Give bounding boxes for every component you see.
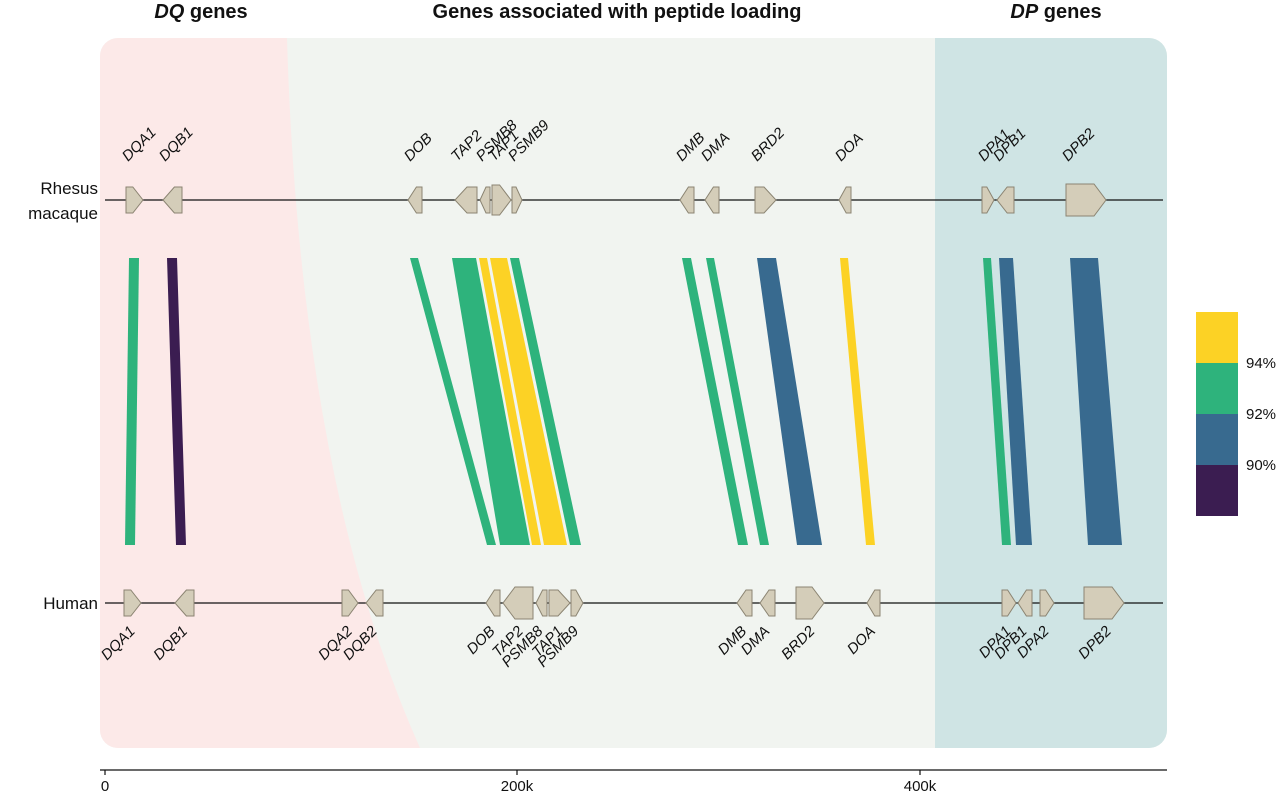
section-title-dq-rest: genes (184, 1, 248, 23)
track-label-rhesus-macaque: Rhesus macaque (2, 176, 98, 226)
ribbon-DQA1 (125, 258, 139, 545)
gene-arrow-human-DOB (485, 589, 501, 617)
legend-swatch-p88 (1196, 465, 1238, 516)
gene-arrow-human-PSMB9 (570, 589, 584, 617)
section-title-peptide-loading: Genes associated with peptide loading (433, 1, 802, 24)
gene-arrow-rhesus-PSMB9 (511, 186, 523, 214)
legend-swatch-p90 (1196, 414, 1238, 465)
ribbon-DOA (840, 258, 875, 545)
gene-arrow-human-DOA (866, 589, 881, 617)
ribbon-PSMB9 (510, 258, 581, 545)
legend-label-94: 94% (1246, 355, 1276, 372)
ribbon-PSMB8 (479, 258, 541, 545)
ribbon-DQB1 (167, 258, 186, 545)
section-title-dp-em: DP (1010, 1, 1039, 23)
ribbon-TAP1 (490, 258, 567, 545)
ribbon-DOB (410, 258, 496, 545)
gene-arrow-human-BRD2 (795, 586, 825, 620)
track-label-rhesus-line2: macaque (28, 204, 98, 223)
panel-dq-background (100, 38, 420, 748)
gene-arrow-human-DQB2 (365, 589, 384, 617)
gene-arrow-human-PSMB8 (535, 589, 548, 617)
section-title-dp-genes: DP genes (1010, 1, 1101, 24)
legend-label-90: 90% (1246, 457, 1276, 474)
legend-swatch-p94 (1196, 312, 1238, 363)
gene-arrow-rhesus-DOA (838, 186, 852, 214)
gene-arrow-rhesus-DPB1 (996, 186, 1015, 214)
gene-arrow-rhesus-PSMB8 (479, 186, 491, 214)
gene-arrow-rhesus-TAP2 (454, 186, 478, 214)
ribbon-TAP2 (452, 258, 530, 545)
gene-arrow-rhesus-DOB (407, 186, 423, 214)
legend-swatch-p92 (1196, 363, 1238, 414)
panel-dp-background (935, 38, 1167, 748)
section-title-dp-rest: genes (1038, 1, 1102, 23)
gene-arrow-rhesus-DPB2 (1065, 183, 1107, 217)
gene-arrow-human-DPA2 (1039, 589, 1055, 617)
gene-arrow-human-TAP2 (502, 586, 534, 620)
ribbon-DPA1 (983, 258, 1011, 545)
ribbon-DMB (682, 258, 748, 545)
gene-arrow-human-DPA1 (1001, 589, 1017, 617)
legend-label-92: 92% (1246, 406, 1276, 423)
gene-arrow-human-DQA2 (341, 589, 359, 617)
gene-arrow-rhesus-DPA1 (981, 186, 995, 214)
gene-arrow-human-DMA (759, 589, 776, 617)
gene-arrow-rhesus-TAP1 (491, 184, 512, 216)
background-panels (100, 38, 1167, 748)
section-title-mid-rest: Genes associated with peptide loading (432, 1, 802, 23)
x-axis-tick-label-400k: 400k (904, 778, 937, 792)
track-label-human: Human (43, 594, 98, 613)
gene-arrow-human-DPB2 (1083, 586, 1125, 620)
x-axis-tick-label-0: 0 (101, 778, 109, 792)
gene-arrow-rhesus-DMB (679, 186, 695, 214)
gene-arrow-human-DMB (736, 589, 753, 617)
ribbon-BRD2 (757, 258, 822, 545)
gene-arrow-rhesus-DQB1 (162, 186, 183, 214)
gene-arrow-human-DQB1 (174, 589, 195, 617)
gene-arrow-human-TAP1 (548, 589, 571, 617)
track-label-rhesus-line1: Rhesus (40, 179, 98, 198)
ribbon-DPB2 (1070, 258, 1122, 545)
section-title-dq-em: DQ (154, 1, 185, 23)
gene-arrow-rhesus-DQA1 (125, 186, 144, 214)
section-title-dq-genes: DQ genes (154, 1, 247, 24)
gene-arrow-human-DPB1 (1017, 589, 1033, 617)
ribbon-DMA (706, 258, 769, 545)
x-axis-tick-label-200k: 200k (501, 778, 534, 792)
ribbon-DPB1 (999, 258, 1032, 545)
gene-arrow-rhesus-BRD2 (754, 186, 777, 214)
gene-arrow-human-DQA1 (123, 589, 142, 617)
gene-arrow-rhesus-DMA (704, 186, 720, 214)
